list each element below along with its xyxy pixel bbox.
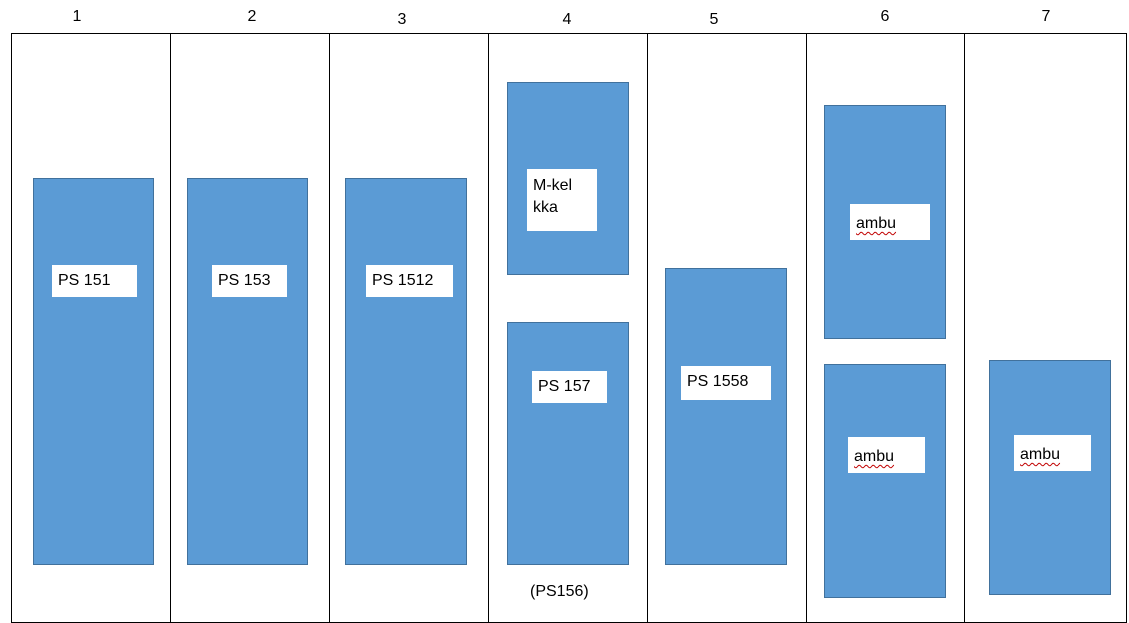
column-number-5: 5	[709, 11, 719, 28]
slot-label: PS 153	[212, 265, 287, 297]
slot-block-column-4-bottom: PS 157	[507, 322, 629, 565]
column-number-3: 3	[397, 11, 407, 28]
column-divider	[647, 33, 648, 623]
slot-label: PS 1558	[681, 366, 771, 400]
slot-block-column-7: ambu	[989, 360, 1111, 595]
slot-label: ambu	[848, 437, 925, 473]
column-number-2: 2	[247, 8, 257, 25]
column-number-6: 6	[880, 8, 890, 25]
slot-block-column-3: PS 1512	[345, 178, 467, 565]
slot-block-column-5: PS 1558	[665, 268, 787, 565]
slot-label: PS 151	[52, 265, 137, 297]
slot-block-column-1: PS 151	[33, 178, 154, 565]
slot-label: ambu	[850, 204, 930, 240]
slot-label: ambu	[1014, 435, 1091, 471]
slot-block-column-6-top: ambu	[824, 105, 946, 339]
column-divider	[964, 33, 965, 623]
slot-label: PS 1512	[366, 265, 453, 297]
slot-block-column-2: PS 153	[187, 178, 308, 565]
column-number-7: 7	[1041, 8, 1051, 25]
column-4-note: (PS156)	[530, 583, 589, 600]
column-divider	[329, 33, 330, 623]
column-number-4: 4	[562, 11, 572, 28]
slot-block-column-4-top: M-kelkka	[507, 82, 629, 275]
slot-label: M-kelkka	[527, 169, 597, 231]
column-divider	[488, 33, 489, 623]
column-divider	[170, 33, 171, 623]
column-number-1: 1	[72, 8, 82, 25]
slot-label: PS 157	[532, 371, 607, 403]
column-divider	[806, 33, 807, 623]
slot-block-column-6-bottom: ambu	[824, 364, 946, 598]
